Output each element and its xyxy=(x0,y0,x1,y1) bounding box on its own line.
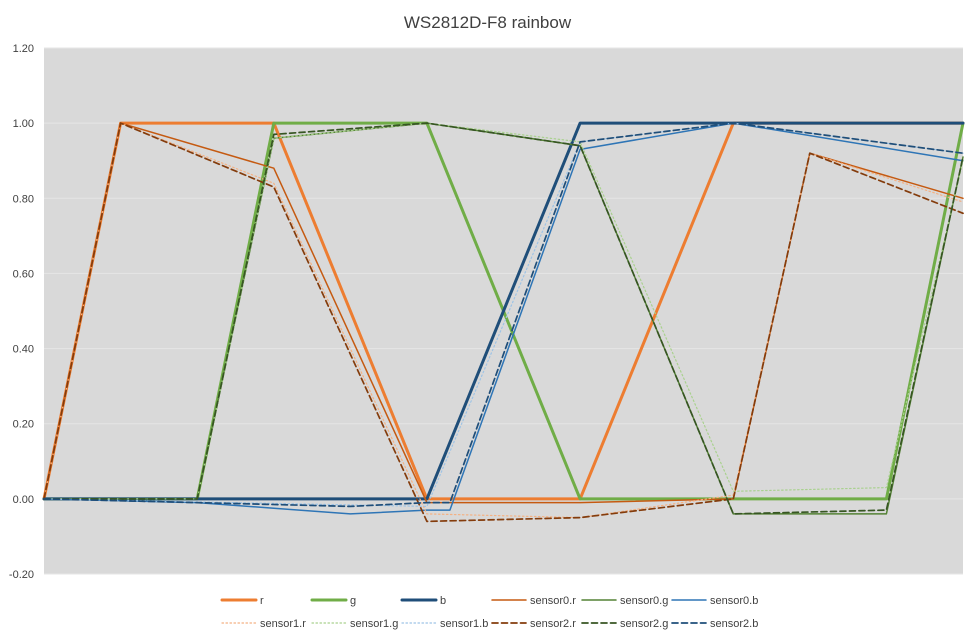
y-tick-label: 0.60 xyxy=(13,268,34,280)
legend-label: r xyxy=(260,595,264,607)
legend-label: sensor1.b xyxy=(440,618,488,630)
legend-item: sensor2.g xyxy=(581,618,668,630)
legend-label: b xyxy=(440,595,446,607)
y-axis-tick-labels: -0.20 0.00 0.20 0.40 0.60 0.80 1.00 1.20 xyxy=(9,43,34,581)
legend-item: sensor2.r xyxy=(491,618,576,630)
legend-label: sensor2.g xyxy=(620,618,668,630)
legend: r g b sensor0.r sensor0.g sensor0.b sensor1.r s… xyxy=(220,595,758,630)
legend-item: sensor2.b xyxy=(671,618,758,630)
legend-item: g xyxy=(310,595,356,607)
legend-item: sensor0.b xyxy=(671,595,758,607)
legend-item: sensor1.b xyxy=(401,618,488,630)
legend-label: sensor1.g xyxy=(350,618,398,630)
legend-item: b xyxy=(400,595,446,607)
series-line-sensor0-b xyxy=(43,122,964,515)
y-tick-label: -0.20 xyxy=(9,569,34,581)
legend-label: sensor2.b xyxy=(710,618,758,630)
series-line-sensor2-r xyxy=(43,122,964,523)
y-tick-label: 0.40 xyxy=(13,344,34,356)
legend-item: sensor1.g xyxy=(311,618,398,630)
legend-item: r xyxy=(220,595,264,607)
legend-item: sensor0.r xyxy=(491,595,576,607)
y-tick-label: 0.80 xyxy=(13,193,34,205)
chart-title: WS2812D-F8 rainbow xyxy=(404,13,572,32)
y-tick-label: 0.00 xyxy=(13,494,34,506)
y-tick-label: 0.20 xyxy=(13,419,34,431)
series-lines xyxy=(42,121,965,523)
y-tick-label: 1.20 xyxy=(13,43,34,55)
legend-label: sensor0.b xyxy=(710,595,758,607)
legend-item: sensor0.g xyxy=(581,595,668,607)
legend-label: g xyxy=(350,595,356,607)
legend-label: sensor2.r xyxy=(530,618,576,630)
series-line-sensor2-g xyxy=(43,122,964,515)
legend-label: sensor0.g xyxy=(620,595,668,607)
series-line-sensor2-b xyxy=(43,122,964,508)
legend-label: sensor1.r xyxy=(260,618,306,630)
legend-label: sensor0.r xyxy=(530,595,576,607)
y-tick-label: 1.00 xyxy=(13,118,34,130)
legend-item: sensor1.r xyxy=(221,618,306,630)
series-line-b xyxy=(42,121,965,501)
